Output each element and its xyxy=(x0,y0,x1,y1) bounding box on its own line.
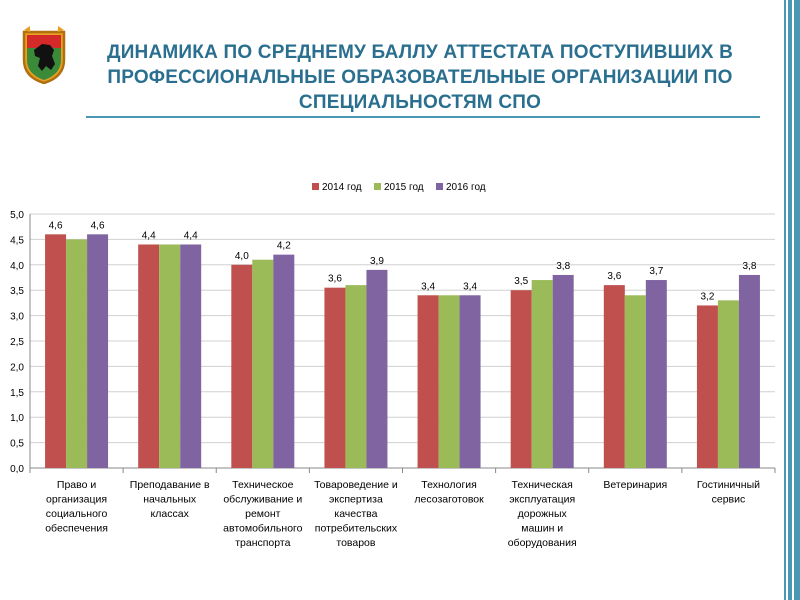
y-tick-label: 3,5 xyxy=(10,286,24,297)
bar xyxy=(366,269,388,468)
data-label: 4,4 xyxy=(142,230,156,241)
coat-of-arms-icon xyxy=(22,26,66,84)
y-tick-label: 4,5 xyxy=(10,235,24,246)
data-label: 3,6 xyxy=(607,271,621,282)
x-category-label: дорожных xyxy=(518,508,568,520)
x-category-label: сервис xyxy=(712,494,746,506)
bar xyxy=(159,244,181,468)
data-label: 3,7 xyxy=(649,266,663,277)
bar xyxy=(510,290,532,468)
bar xyxy=(645,280,667,468)
x-category-label: Техническое xyxy=(232,479,293,491)
x-category-label: социального xyxy=(46,508,108,520)
x-category-label: качества xyxy=(334,508,377,520)
y-tick-label: 0,5 xyxy=(10,439,24,450)
legend-label: 2016 год xyxy=(446,182,486,193)
bar xyxy=(273,254,295,468)
bar xyxy=(438,295,460,468)
bar-chart: 0,0 0,5 1,0 1,5 2,0 2,5 3,0 3,5 4,0 4,5 5,0 4,6 4,6 П… xyxy=(10,182,776,549)
x-category-label: Преподавание в xyxy=(130,479,210,491)
bar xyxy=(252,259,274,468)
legend-swatch xyxy=(312,183,319,190)
y-tick-label: 4,0 xyxy=(10,261,24,272)
data-label: 4,4 xyxy=(184,230,198,241)
data-label: 3,5 xyxy=(514,276,528,287)
data-label: 4,0 xyxy=(235,251,249,262)
bar xyxy=(345,285,367,468)
bar xyxy=(87,234,109,468)
x-category-label: машин и xyxy=(521,523,563,535)
x-category-label: обеспечения xyxy=(45,523,108,535)
data-label: 3,2 xyxy=(700,291,714,302)
legend-swatch xyxy=(374,183,381,190)
bar xyxy=(459,295,481,468)
y-tick-label: 3,0 xyxy=(10,312,24,323)
bar xyxy=(231,264,253,468)
x-category-label: начальных xyxy=(143,494,197,506)
data-label: 4,6 xyxy=(49,220,63,231)
page-title: Динамика по среднему баллу аттестата пос… xyxy=(106,42,734,113)
x-category-label: автомобильного xyxy=(223,523,302,535)
y-tick-label: 1,5 xyxy=(10,388,24,399)
x-category-label: Товароведение и xyxy=(314,479,398,491)
x-category-label: Технология xyxy=(421,479,477,491)
bar xyxy=(717,300,739,468)
y-tick-label: 2,5 xyxy=(10,337,24,348)
bar xyxy=(180,244,202,468)
title-underline xyxy=(86,116,760,118)
bar xyxy=(603,285,625,468)
bar xyxy=(138,244,160,468)
y-tick-label: 5,0 xyxy=(10,210,24,221)
y-tick-label: 1,0 xyxy=(10,413,24,424)
data-label: 3,4 xyxy=(421,281,435,292)
y-tick-label: 0,0 xyxy=(10,464,24,475)
x-category-label: потребительских xyxy=(315,523,398,535)
bar xyxy=(624,295,646,468)
bar xyxy=(696,305,718,468)
x-category-label: организация xyxy=(46,494,107,506)
bar xyxy=(738,274,760,468)
x-category-label: Право и xyxy=(57,479,96,491)
bar xyxy=(45,234,67,468)
legend-swatch xyxy=(436,183,443,190)
data-label: 3,6 xyxy=(328,274,342,285)
y-tick-label: 2,0 xyxy=(10,362,24,373)
bar xyxy=(552,274,574,468)
legend-label: 2014 год xyxy=(322,182,362,193)
bar xyxy=(531,280,553,468)
data-label: 3,4 xyxy=(463,281,477,292)
x-category-label: товаров xyxy=(336,537,376,549)
bar xyxy=(417,295,439,468)
x-category-label: оборудования xyxy=(508,537,577,549)
data-label: 3,8 xyxy=(742,261,756,272)
bar xyxy=(66,239,88,468)
data-label: 4,6 xyxy=(91,220,105,231)
x-category-label: обслуживание и xyxy=(223,494,302,506)
x-category-label: Гостиничный xyxy=(697,479,760,491)
x-category-label: экспертиза xyxy=(329,494,383,506)
bar xyxy=(324,287,346,468)
data-label: 3,8 xyxy=(556,261,570,272)
decor-stripe-thin xyxy=(784,0,786,600)
data-label: 4,2 xyxy=(277,241,291,252)
decor-stripe-mid xyxy=(788,0,792,600)
x-category-label: классах xyxy=(151,508,190,520)
legend-label: 2015 год xyxy=(384,182,424,193)
x-category-label: транспорта xyxy=(235,537,290,549)
x-category-label: эксплуатация xyxy=(509,494,575,506)
x-category-label: лесозаготовок xyxy=(414,494,484,506)
x-category-label: ремонт xyxy=(245,508,281,520)
x-category-label: Ветеринария xyxy=(603,479,667,491)
data-label: 3,9 xyxy=(370,256,384,267)
x-category-label: Техническая xyxy=(512,479,573,491)
decor-stripe-wide xyxy=(794,0,800,600)
